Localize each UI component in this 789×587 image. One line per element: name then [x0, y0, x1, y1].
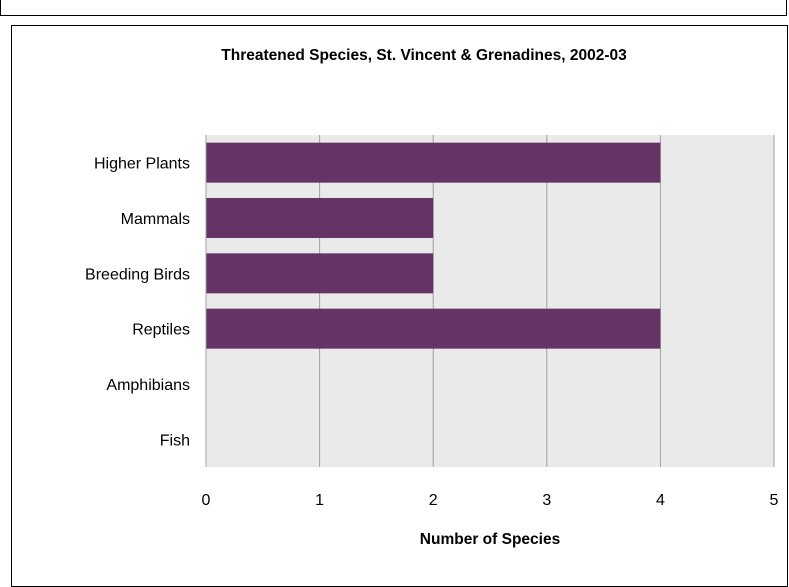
x-axis-title: Number of Species: [420, 531, 560, 548]
x-tick-label: 4: [656, 492, 665, 509]
bar: [206, 142, 661, 183]
x-tick-label: 1: [315, 492, 324, 509]
bar: [206, 253, 434, 294]
category-label: Amphibians: [106, 377, 190, 394]
category-label: Breeding Birds: [85, 266, 190, 283]
x-tick-label: 3: [542, 492, 551, 509]
plot-background: [206, 135, 774, 467]
plot-area: Higher Plants Mammals Breeding Birds Reptil…: [85, 135, 779, 509]
x-tick-label: 2: [429, 492, 438, 509]
category-label: Mammals: [121, 211, 190, 228]
x-tick-label: 0: [202, 492, 211, 509]
bar: [206, 198, 434, 238]
chart-title: Threatened Species, St. Vincent & Grenad…: [221, 47, 627, 64]
category-label: Reptiles: [132, 322, 190, 339]
bar: [206, 308, 661, 349]
x-tick-label: 5: [770, 492, 779, 509]
top-frame: [0, 0, 787, 16]
category-label: Higher Plants: [94, 156, 190, 173]
category-label: Fish: [160, 432, 190, 449]
